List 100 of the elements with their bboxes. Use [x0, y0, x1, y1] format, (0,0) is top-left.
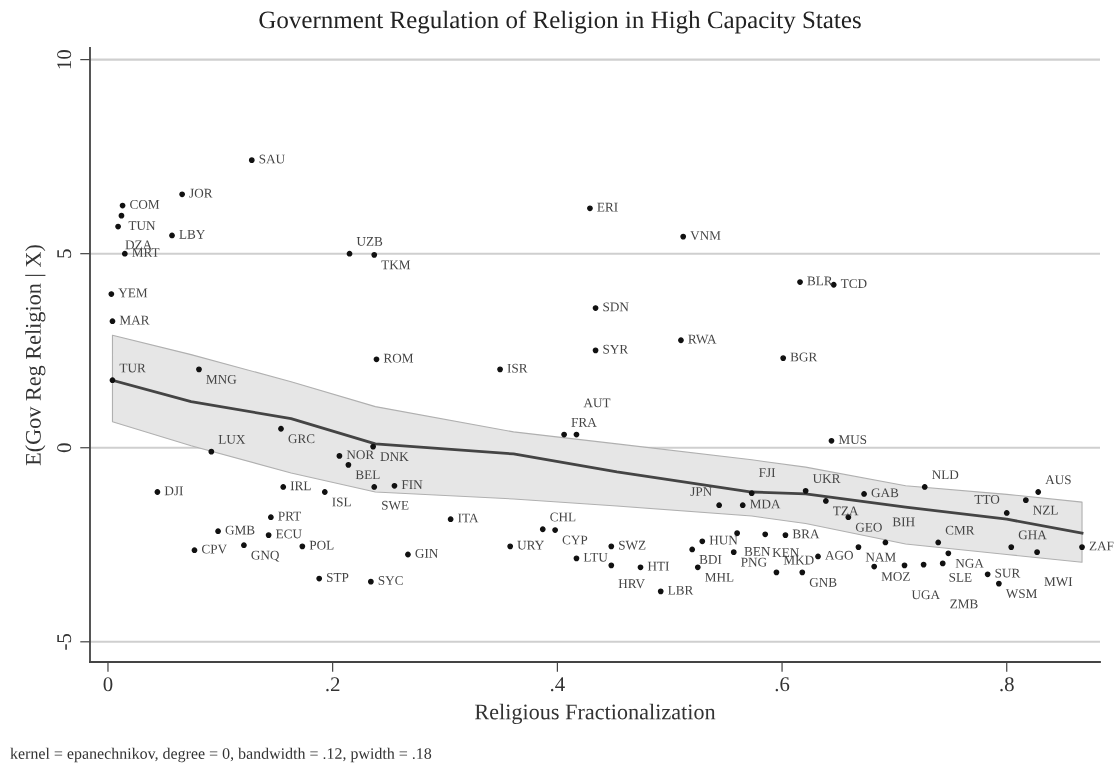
annotation: SAU	[259, 154, 285, 164]
annotation: ISR	[507, 363, 528, 373]
annotation: TKM	[381, 260, 411, 270]
annotation: AUS	[1045, 475, 1071, 485]
annotation: GRC	[288, 434, 315, 444]
annotation: GIN	[415, 548, 439, 558]
x-tick-label: .2	[326, 677, 340, 692]
annotation: URY	[517, 540, 544, 550]
annotation: BLR	[807, 276, 833, 286]
x-tick-label: .8	[1000, 677, 1014, 692]
annotation: BRA	[792, 529, 820, 539]
annotation: MNG	[206, 374, 237, 384]
annotation: KEN	[772, 548, 799, 557]
annotation: NAM	[865, 552, 896, 562]
annotation: NZL	[1033, 505, 1058, 515]
annotation: NLD	[932, 470, 959, 480]
annotation: SLE	[949, 572, 972, 582]
annotation: JPN	[690, 487, 712, 496]
x-tick-label: 0	[103, 677, 113, 692]
annotation: BEN	[744, 547, 771, 556]
annotation: UZB	[356, 237, 383, 246]
annotation: BEL	[355, 470, 380, 480]
annotation: PRT	[278, 511, 302, 521]
annotation: SDN	[603, 302, 629, 312]
annotation: SUR	[995, 568, 1021, 578]
y-tick-label: 10	[57, 50, 72, 69]
y-tick-label: 5	[57, 249, 72, 258]
annotation: UGA	[911, 590, 940, 600]
annotation: ECU	[275, 529, 302, 539]
y-axis-title: E(Gov Reg Religion | X)	[25, 245, 46, 466]
text: kernel = epanechnikov, degree = 0, bandwidth = .12, pwidth = .18	[10, 747, 432, 763]
annotation: ISL	[332, 497, 351, 507]
annotation: TUR	[119, 363, 146, 373]
annotation: LTU	[583, 552, 608, 562]
annotation: DZA	[125, 240, 153, 250]
annotation: RWA	[688, 334, 717, 344]
annotation: SWE	[382, 500, 409, 510]
annotation: TCD	[840, 279, 867, 289]
annotation: JOR	[189, 188, 213, 198]
annotation: FIN	[401, 480, 423, 489]
annotation: MAR	[119, 315, 150, 325]
y-tick-label: 0	[57, 443, 72, 453]
annotation: IRL	[290, 481, 311, 491]
annotation: AGO	[825, 550, 853, 560]
annotation: CYP	[562, 535, 588, 545]
annotation: UKR	[812, 474, 841, 484]
annotation: LBR	[668, 585, 694, 595]
annotation: GNB	[809, 577, 837, 587]
annotation: LBY	[179, 229, 206, 239]
x-tick-label: .4	[550, 677, 565, 692]
annotation: MHL	[705, 572, 734, 582]
annotation: SYR	[603, 344, 629, 354]
annotation: MOZ	[881, 572, 910, 581]
annotation: TUN	[128, 221, 156, 231]
annotation: BDI	[699, 555, 722, 564]
annotation: GEO	[855, 522, 882, 532]
annotation: NOR	[346, 450, 375, 460]
annotation: MRT	[132, 248, 160, 257]
y-tick-label: -5	[57, 633, 72, 650]
annotation: ZMB	[950, 599, 978, 609]
annotation: BGR	[790, 352, 818, 362]
annotation: HRV	[618, 579, 645, 589]
annotation: AUT	[583, 398, 611, 408]
annotation: LUX	[218, 435, 246, 444]
annotation: COM	[130, 200, 160, 209]
annotation: SWZ	[619, 540, 646, 550]
annotation: YEM	[118, 288, 148, 298]
annotation: ZAF	[1089, 541, 1114, 551]
annotation: DNK	[380, 452, 409, 461]
annotation: CMR	[945, 525, 975, 535]
annotation: FRA	[571, 417, 597, 427]
x-tick-label: .6	[775, 677, 790, 692]
annotation: POL	[309, 540, 334, 550]
annotation: PNG	[741, 557, 767, 567]
annotation: GHA	[1018, 530, 1047, 540]
annotation: NGA	[955, 558, 984, 568]
annotation: HTI	[647, 561, 669, 571]
annotation: BIH	[892, 517, 915, 527]
x-axis-title: Religious Fractionalization	[474, 703, 716, 725]
annotation: HUN	[709, 535, 738, 545]
annotation: MKD	[783, 555, 814, 565]
annotation: DJI	[164, 486, 183, 496]
annotation: MUS	[838, 435, 867, 445]
annotation: TZA	[833, 506, 859, 516]
annotation: GAB	[871, 488, 899, 498]
annotation: ROM	[383, 353, 414, 363]
chart-title: Government Regulation of Religion in High Capacity States	[259, 10, 861, 34]
annotation: GNQ	[251, 550, 280, 562]
annotation: STP	[327, 572, 349, 582]
annotation: TTO	[974, 494, 1000, 504]
annotation: ITA	[458, 513, 479, 523]
annotation: MWI	[1044, 577, 1073, 587]
annotation: CHL	[550, 512, 576, 522]
annotation: SYC	[378, 576, 403, 585]
annotation: WSM	[1005, 589, 1037, 599]
annotation: CPV	[201, 544, 227, 554]
annotation: MDA	[750, 499, 781, 509]
annotation: FJI	[759, 468, 776, 478]
annotation: ERI	[597, 202, 618, 212]
annotation: VNM	[690, 231, 721, 240]
